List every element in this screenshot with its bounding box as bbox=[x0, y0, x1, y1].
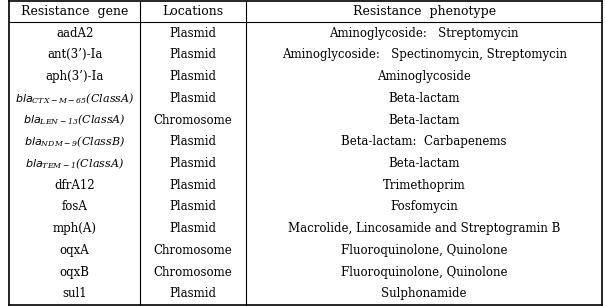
Text: Chromosome: Chromosome bbox=[154, 244, 232, 257]
Text: Resistance  phenotype: Resistance phenotype bbox=[353, 5, 495, 18]
Text: oqxB: oqxB bbox=[60, 266, 90, 278]
Text: Aminoglycoside:   Streptomycin: Aminoglycoside: Streptomycin bbox=[329, 27, 519, 40]
Text: Fluoroquinolone, Quinolone: Fluoroquinolone, Quinolone bbox=[341, 266, 508, 278]
Text: Fluoroquinolone, Quinolone: Fluoroquinolone, Quinolone bbox=[341, 244, 508, 257]
Text: Resistance  gene: Resistance gene bbox=[21, 5, 128, 18]
Text: Plasmid: Plasmid bbox=[169, 27, 217, 40]
Text: Beta-lactam:  Carbapenems: Beta-lactam: Carbapenems bbox=[341, 135, 507, 148]
Text: Trimethoprim: Trimethoprim bbox=[383, 179, 465, 192]
Text: Macrolide, Lincosamide and Streptogramin B: Macrolide, Lincosamide and Streptogramin… bbox=[288, 222, 560, 235]
Text: Locations: Locations bbox=[163, 5, 224, 18]
Text: Beta-lactam: Beta-lactam bbox=[388, 157, 460, 170]
Text: Sulphonamide: Sulphonamide bbox=[381, 287, 467, 300]
Text: Plasmid: Plasmid bbox=[169, 48, 217, 62]
Text: Aminoglycoside: Aminoglycoside bbox=[377, 70, 471, 83]
Text: Plasmid: Plasmid bbox=[169, 70, 217, 83]
Text: Plasmid: Plasmid bbox=[169, 179, 217, 192]
Text: Beta-lactam: Beta-lactam bbox=[388, 92, 460, 105]
Text: aph(3’)-Ia: aph(3’)-Ia bbox=[45, 70, 104, 83]
Text: $\mathit{bla}_{\mathregular{LEN-13}}$(ClassA): $\mathit{bla}_{\mathregular{LEN-13}}$(Cl… bbox=[23, 113, 126, 127]
Text: Chromosome: Chromosome bbox=[154, 114, 232, 126]
Text: $\mathit{bla}_{\mathregular{NDM-9}}$(ClassB): $\mathit{bla}_{\mathregular{NDM-9}}$(Cla… bbox=[24, 134, 125, 149]
Text: Plasmid: Plasmid bbox=[169, 135, 217, 148]
Text: Plasmid: Plasmid bbox=[169, 157, 217, 170]
Text: oqxA: oqxA bbox=[60, 244, 90, 257]
Text: dfrA12: dfrA12 bbox=[54, 179, 95, 192]
Text: Fosfomycin: Fosfomycin bbox=[390, 200, 458, 213]
Text: fosA: fosA bbox=[62, 200, 88, 213]
Text: mph(A): mph(A) bbox=[53, 222, 97, 235]
Text: Aminoglycoside:   Spectinomycin, Streptomycin: Aminoglycoside: Spectinomycin, Streptomy… bbox=[281, 48, 566, 62]
Text: sul1: sul1 bbox=[62, 287, 87, 300]
Text: Chromosome: Chromosome bbox=[154, 266, 232, 278]
Text: ant(3’)-Ia: ant(3’)-Ia bbox=[47, 48, 102, 62]
Text: aadA2: aadA2 bbox=[56, 27, 93, 40]
Text: Plasmid: Plasmid bbox=[169, 287, 217, 300]
Text: Beta-lactam: Beta-lactam bbox=[388, 114, 460, 126]
Text: Plasmid: Plasmid bbox=[169, 222, 217, 235]
Text: Plasmid: Plasmid bbox=[169, 92, 217, 105]
Text: $\mathit{bla}_{\mathregular{CTX-M-65}}$(ClassA): $\mathit{bla}_{\mathregular{CTX-M-65}}$(… bbox=[15, 91, 134, 106]
Text: Plasmid: Plasmid bbox=[169, 200, 217, 213]
Text: $\mathit{bla}_{\mathregular{TEM-1}}$(ClassA): $\mathit{bla}_{\mathregular{TEM-1}}$(Cla… bbox=[25, 156, 124, 171]
